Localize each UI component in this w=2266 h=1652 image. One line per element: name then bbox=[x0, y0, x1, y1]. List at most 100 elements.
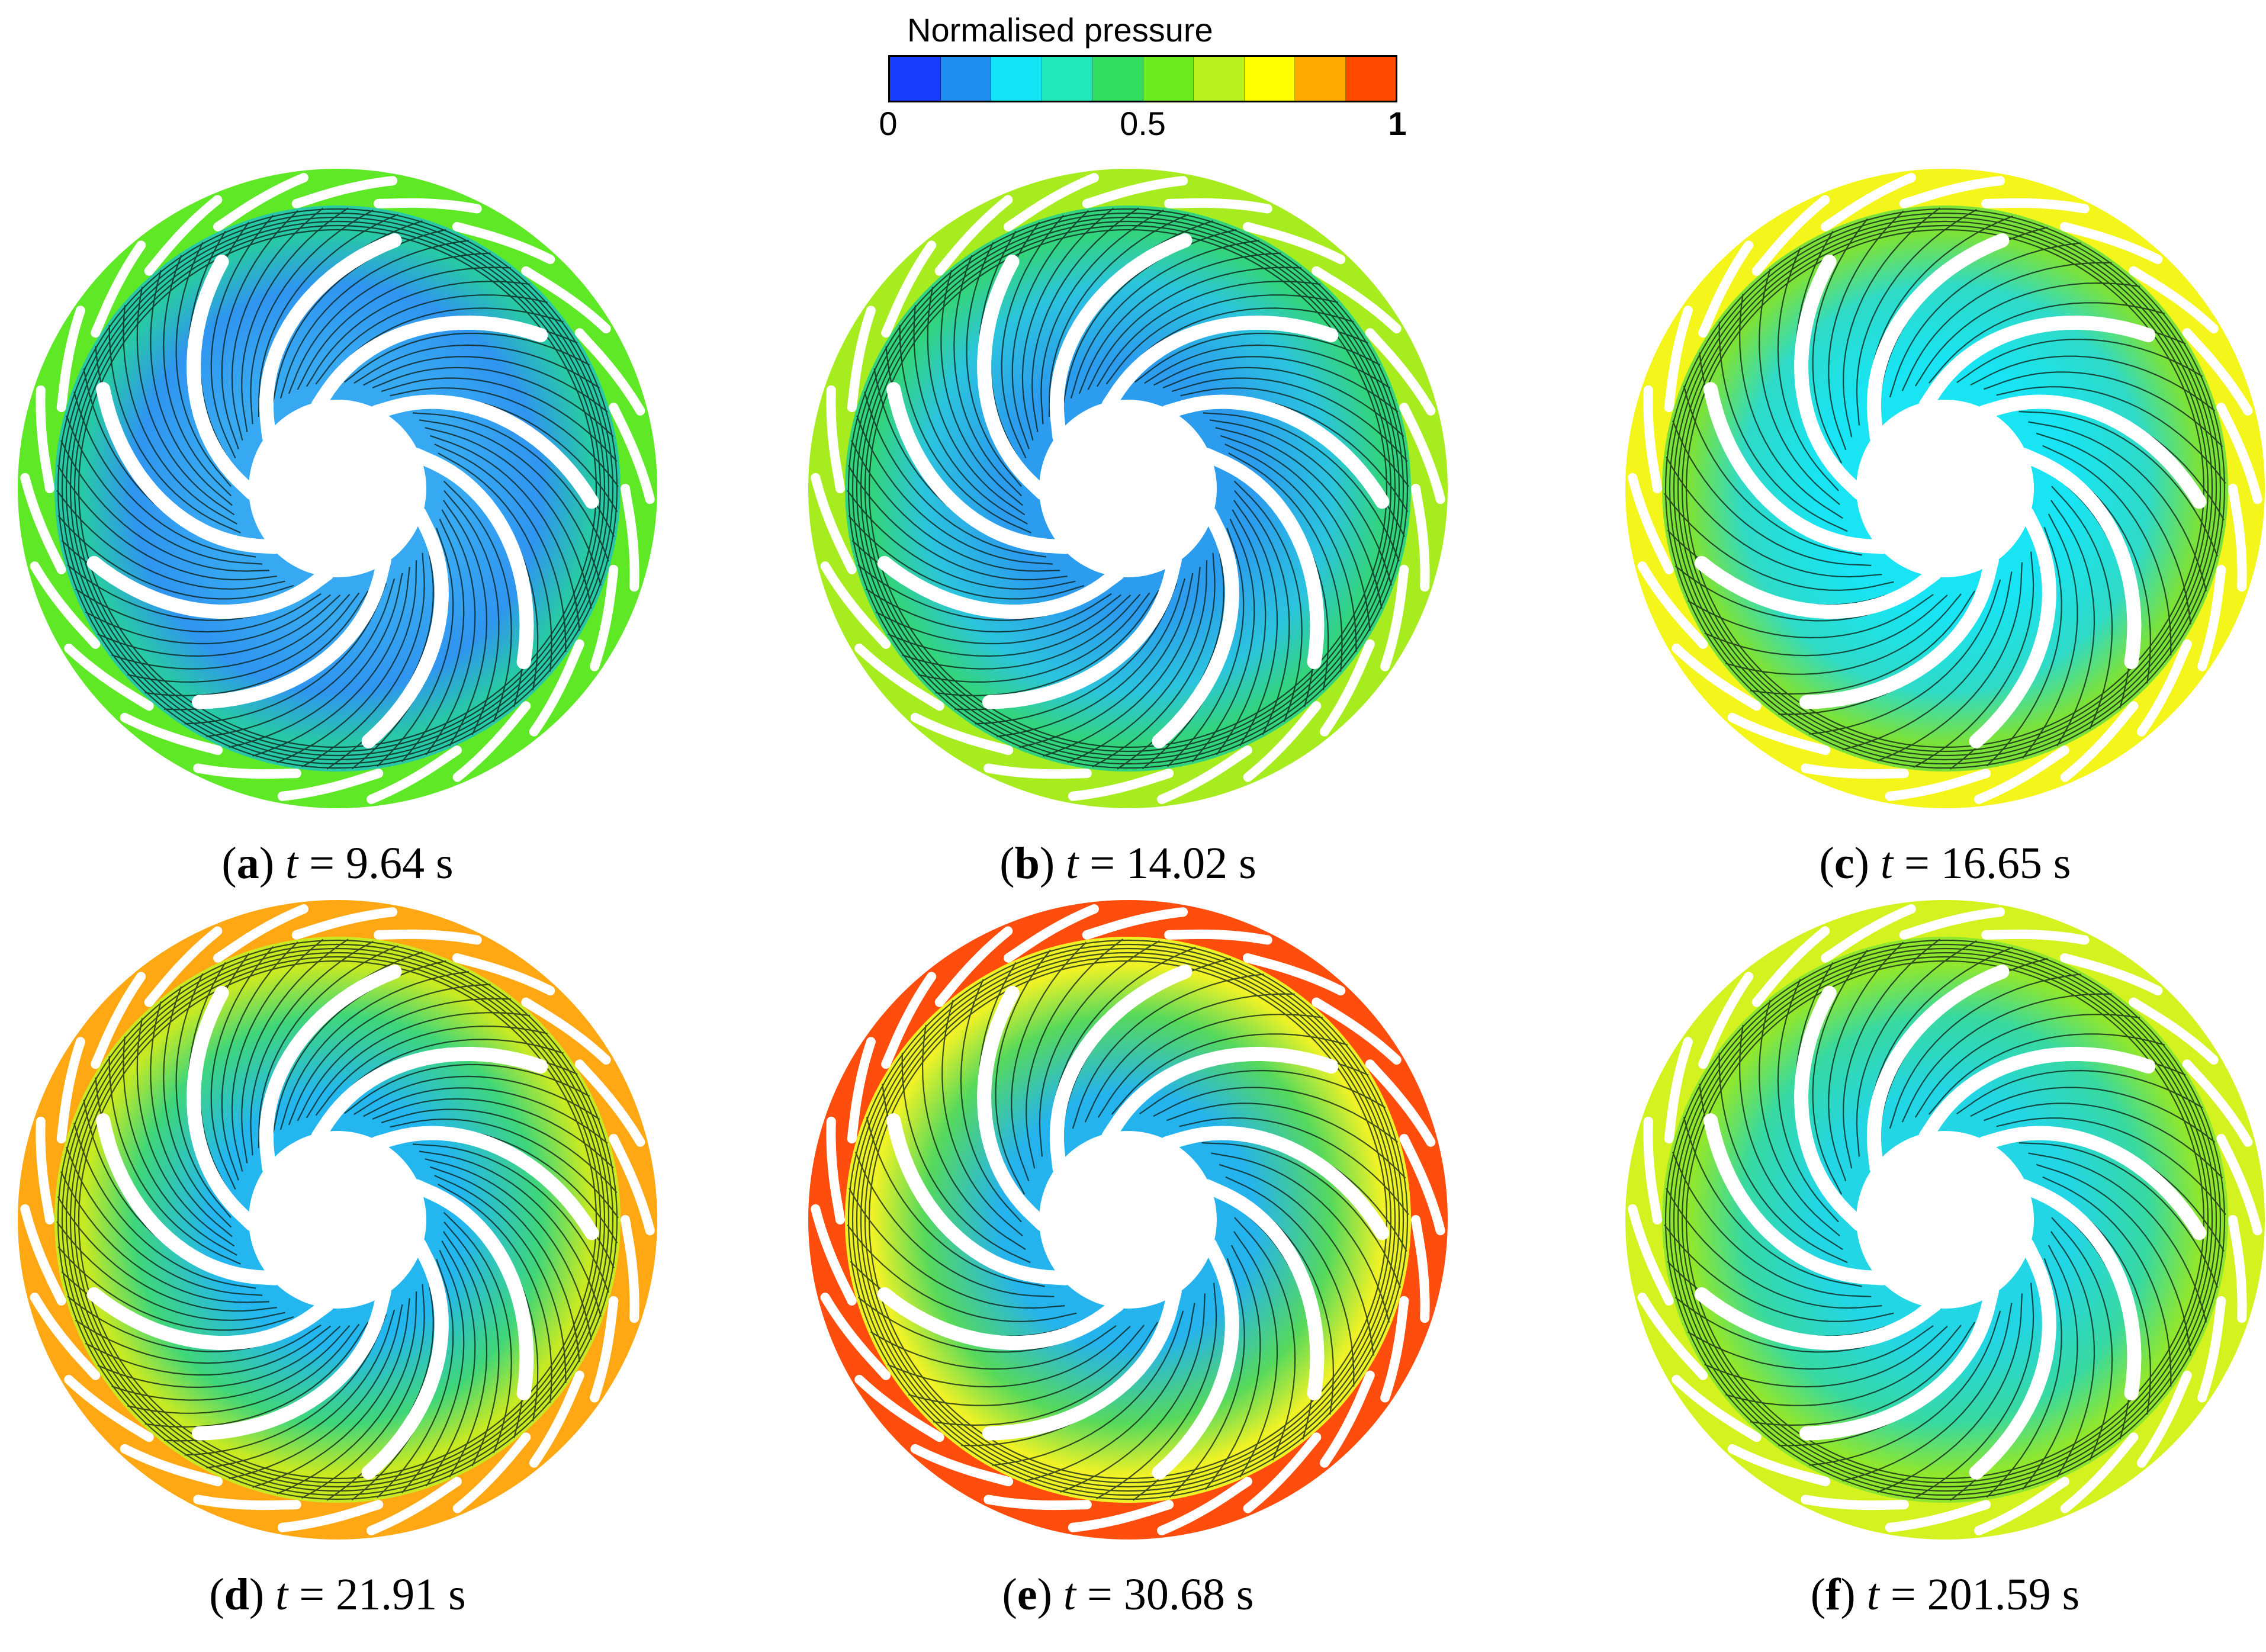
streamline bbox=[277, 560, 417, 763]
guide-vane bbox=[2216, 403, 2262, 504]
guide-vane bbox=[529, 1370, 584, 1468]
guide-vane bbox=[452, 953, 555, 996]
streamline bbox=[966, 242, 1022, 487]
streamline-ring bbox=[69, 220, 606, 757]
guide-vane bbox=[1068, 769, 1174, 801]
streamline bbox=[123, 1036, 237, 1256]
streamline bbox=[1672, 1152, 1872, 1297]
guide-vane bbox=[1698, 972, 1754, 1069]
impeller-blade bbox=[1794, 255, 1867, 500]
streamline bbox=[1889, 242, 2081, 398]
impeller-blade bbox=[96, 382, 282, 554]
caption-paren-open: ( bbox=[1810, 1570, 1826, 1619]
streamline bbox=[57, 1246, 294, 1331]
streamline bbox=[2051, 1217, 2113, 1461]
streamline bbox=[865, 588, 1112, 633]
streamline bbox=[1215, 427, 1383, 609]
streamline-ring bbox=[1677, 220, 2213, 757]
streamline bbox=[1171, 377, 1408, 462]
colorbar-segment bbox=[1345, 57, 1396, 101]
streamline bbox=[297, 998, 512, 1121]
streamline bbox=[279, 240, 469, 399]
streamline bbox=[1011, 210, 1089, 449]
streamline bbox=[1179, 1117, 1409, 1216]
streamline bbox=[1664, 493, 1894, 591]
streamline bbox=[870, 1325, 1117, 1370]
streamline bbox=[229, 1304, 403, 1480]
guide-vane bbox=[1821, 904, 1916, 963]
streamline bbox=[1984, 1103, 2223, 1179]
streamline bbox=[430, 1166, 580, 1362]
streamline bbox=[1725, 1325, 1962, 1406]
streamline bbox=[60, 440, 269, 572]
streamline bbox=[1913, 551, 2034, 768]
guide-vane bbox=[1312, 997, 1402, 1065]
panel-caption: (c) t = 16.65 s bbox=[1613, 838, 2266, 889]
streamline bbox=[1180, 387, 1409, 487]
streamline bbox=[425, 1240, 476, 1487]
streamline-ring bbox=[860, 952, 1396, 1488]
guide-vane bbox=[910, 712, 1014, 756]
caption-time-variable: t bbox=[1063, 1570, 1076, 1619]
streamline bbox=[1683, 385, 1862, 556]
guide-vane bbox=[1068, 1500, 1174, 1532]
guide-vane bbox=[934, 195, 1013, 276]
streamline-ring bbox=[847, 939, 1409, 1500]
caption-letter: b bbox=[1014, 838, 1040, 888]
caption-letter: e bbox=[1017, 1570, 1037, 1619]
guide-vane bbox=[881, 240, 937, 338]
streamline bbox=[1928, 1033, 2165, 1115]
streamline-ring bbox=[73, 956, 602, 1484]
guide-vane bbox=[811, 1204, 857, 1306]
caption-letter: d bbox=[224, 1570, 249, 1619]
guide-vane bbox=[1974, 1477, 2069, 1535]
guide-vane bbox=[120, 712, 223, 756]
guide-vane bbox=[291, 176, 398, 208]
streamline bbox=[1856, 209, 1977, 426]
impeller-blade bbox=[1152, 506, 1239, 748]
guide-vane bbox=[1319, 1370, 1375, 1468]
impeller-blade bbox=[311, 1046, 548, 1143]
colorbar-tick-1: 1 bbox=[1388, 105, 1407, 142]
streamline bbox=[1956, 1069, 2203, 1115]
streamline-ring bbox=[864, 956, 1392, 1484]
colorbar-legend: Normalised pressure 0 0.5 1 bbox=[853, 11, 1421, 147]
caption-paren-close: ) bbox=[249, 1570, 265, 1619]
streamline bbox=[438, 1184, 552, 1403]
streamline bbox=[1139, 1069, 1386, 1115]
impeller-blade bbox=[1794, 986, 1867, 1232]
colorbar-segment bbox=[1194, 57, 1245, 101]
streamline bbox=[2028, 421, 2207, 592]
guide-vane bbox=[1885, 1500, 1991, 1532]
guide-vane bbox=[1643, 1116, 1662, 1224]
impeller-blade bbox=[1866, 233, 2010, 444]
streamline bbox=[1072, 973, 1264, 1129]
guide-vane bbox=[1157, 745, 1252, 804]
streamline bbox=[927, 287, 1026, 516]
streamline bbox=[1704, 594, 1948, 657]
streamline bbox=[1913, 1283, 2034, 1499]
streamline bbox=[960, 979, 1022, 1223]
streamline bbox=[1134, 332, 1381, 383]
impeller-blade bbox=[369, 394, 599, 509]
streamline bbox=[1970, 355, 2216, 412]
streamline bbox=[412, 412, 609, 562]
streamline bbox=[442, 500, 488, 747]
streamline bbox=[1828, 210, 1904, 450]
panel-a: (a) t = 9.64 s bbox=[6, 157, 669, 921]
streamline bbox=[363, 1087, 608, 1144]
guide-vane bbox=[1380, 1296, 1409, 1403]
streamline bbox=[301, 552, 425, 768]
streamline bbox=[1718, 1053, 1848, 1264]
streamline bbox=[297, 266, 512, 390]
streamline bbox=[1842, 571, 2013, 751]
impeller-blade bbox=[977, 255, 1050, 500]
streamline bbox=[206, 1309, 396, 1468]
streamline bbox=[1759, 999, 1840, 1237]
streamline-ring bbox=[1664, 939, 2226, 1500]
caption-paren-close: ) bbox=[1039, 838, 1055, 888]
guide-vane bbox=[213, 173, 308, 232]
guide-vane bbox=[2129, 266, 2219, 333]
guide-vane bbox=[30, 1293, 101, 1380]
impeller-blade bbox=[259, 965, 402, 1175]
